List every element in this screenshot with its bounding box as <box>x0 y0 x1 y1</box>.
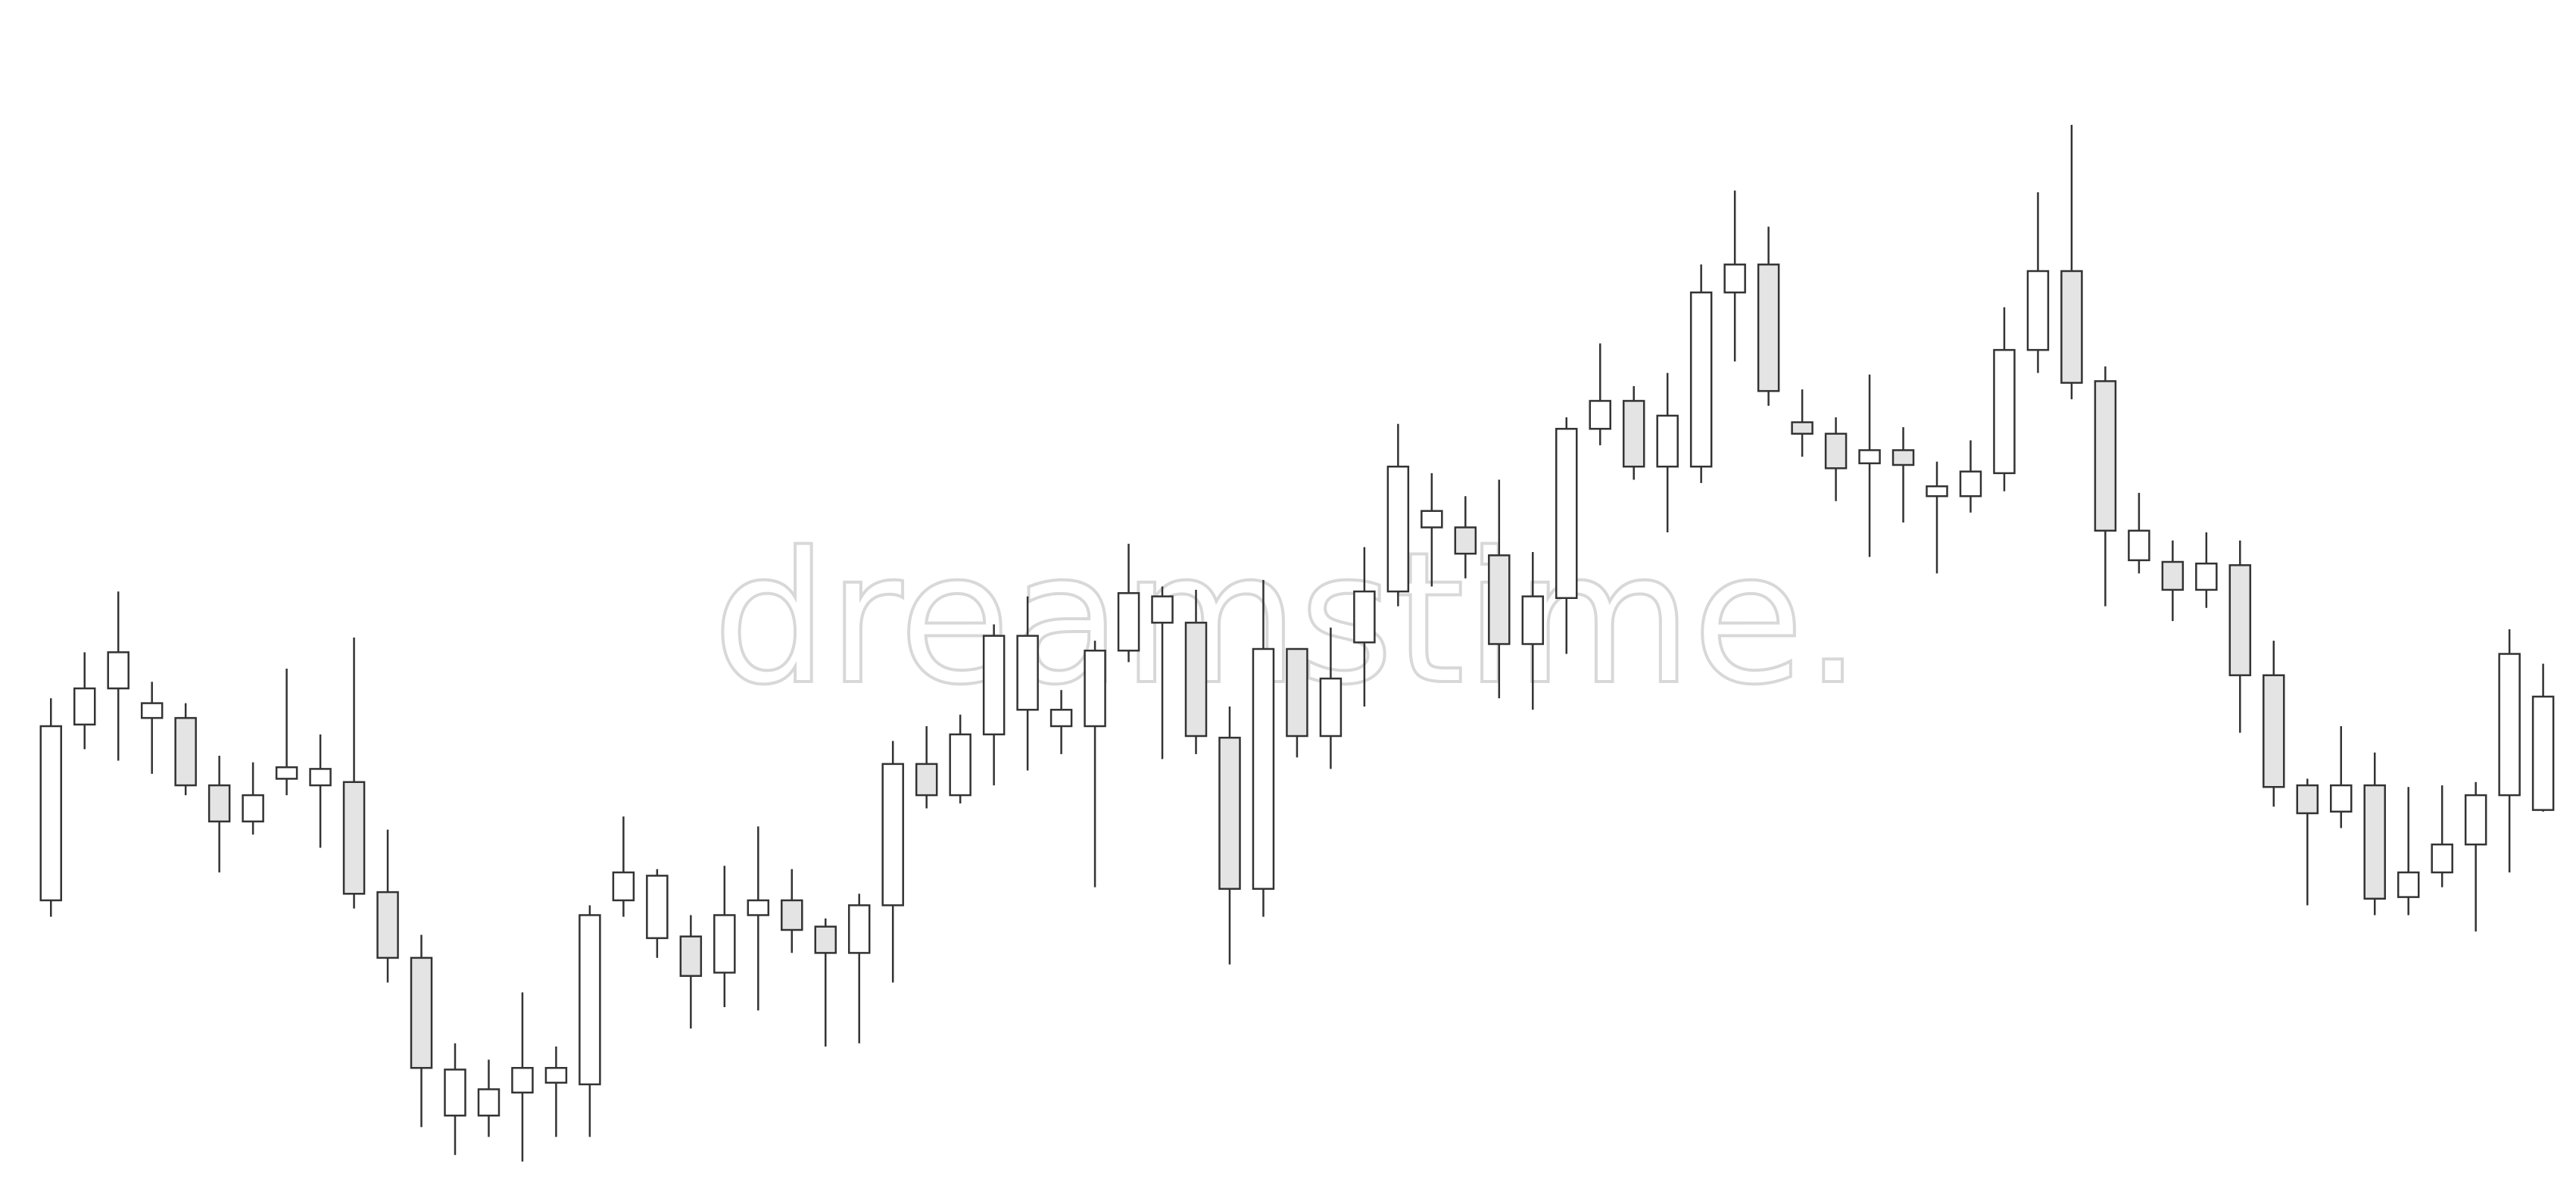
candle-body <box>1286 647 1308 738</box>
candle-body <box>612 871 635 902</box>
candle-body <box>275 766 298 780</box>
candle-body <box>915 763 938 797</box>
candle-body <box>444 1068 466 1117</box>
candle-body <box>2431 843 2453 874</box>
candle-body <box>1926 485 1948 498</box>
candle-body <box>2397 871 2420 898</box>
candle-body <box>1589 400 1611 430</box>
candle-body <box>2228 564 2252 676</box>
candle-body <box>1049 709 1073 728</box>
candle-body <box>1757 264 1780 392</box>
candle-body <box>1016 635 1039 711</box>
candle-body <box>1319 677 1343 738</box>
candle-body <box>2195 562 2218 591</box>
candle-body <box>949 733 971 797</box>
candle-body <box>713 914 736 974</box>
candle-body <box>2329 784 2353 813</box>
candle-body <box>1084 649 1106 728</box>
candle-body <box>1218 736 1241 891</box>
candle-body <box>1421 510 1443 529</box>
candle-body <box>679 935 703 978</box>
candle-body <box>1386 465 1410 593</box>
candle-body <box>1689 291 1713 468</box>
candle-body <box>1117 591 1140 652</box>
candle-body <box>2161 560 2185 591</box>
candle-body <box>781 899 803 931</box>
candle-body <box>342 781 366 895</box>
candle-body <box>1858 449 1881 465</box>
candle-body <box>1723 264 1746 294</box>
candle-body <box>579 914 601 1086</box>
candle-body <box>2296 784 2319 815</box>
candle-body <box>881 763 904 906</box>
candle-body <box>646 875 669 940</box>
candle-body <box>410 956 433 1069</box>
candle-body <box>1184 622 1208 738</box>
candle-body <box>1252 647 1275 891</box>
candle-body <box>477 1088 501 1117</box>
candle-body <box>1555 428 1578 599</box>
candle-body <box>511 1067 534 1094</box>
candle-body <box>309 768 332 787</box>
candle-body <box>1824 432 1848 469</box>
candle-body <box>1791 421 1813 435</box>
candle-body <box>847 904 871 954</box>
candle-body <box>2263 674 2285 788</box>
candle-body <box>39 725 63 902</box>
candle-body <box>1993 348 2016 475</box>
candle-body <box>1656 414 1679 468</box>
candle-body <box>2094 380 2117 532</box>
candle-body <box>1521 595 1545 645</box>
candle-body <box>107 651 129 690</box>
candle-body <box>1622 400 1645 468</box>
candle-body <box>2363 784 2386 900</box>
candle-body <box>2060 270 2083 384</box>
candle-body <box>2026 270 2050 351</box>
candle-body <box>747 899 770 916</box>
candle-body <box>174 716 197 787</box>
candle-body <box>2498 653 2521 797</box>
candle-body <box>2128 529 2150 562</box>
candle-body <box>1891 449 1915 466</box>
candle-body <box>1959 470 1982 498</box>
candle-body <box>207 784 231 823</box>
candle-body <box>73 687 96 726</box>
candle-body <box>140 702 164 719</box>
candle-body <box>544 1067 568 1084</box>
candle-body <box>1454 526 1477 555</box>
candle-body <box>982 635 1006 736</box>
candle-body <box>1488 554 1511 645</box>
candle-body <box>376 891 399 959</box>
candle-body <box>1151 595 1174 624</box>
candle-body <box>2531 695 2555 811</box>
candle-body <box>242 794 264 823</box>
candle-body <box>1353 590 1376 644</box>
candle-body <box>2464 794 2487 846</box>
candle-body <box>814 925 837 954</box>
